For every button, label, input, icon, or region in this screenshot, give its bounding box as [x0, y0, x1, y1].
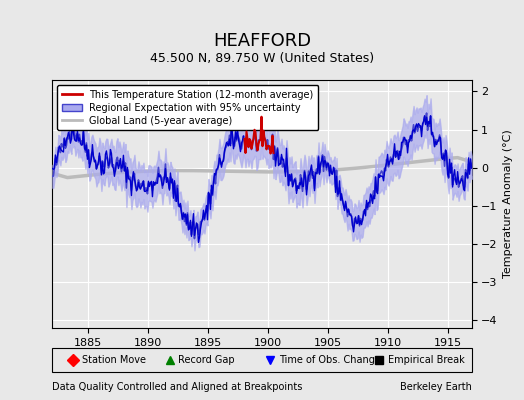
Text: Station Move: Station Move — [82, 355, 146, 365]
Text: Empirical Break: Empirical Break — [388, 355, 464, 365]
Text: HEAFFORD: HEAFFORD — [213, 32, 311, 50]
Text: 45.500 N, 89.750 W (United States): 45.500 N, 89.750 W (United States) — [150, 52, 374, 65]
Text: Data Quality Controlled and Aligned at Breakpoints: Data Quality Controlled and Aligned at B… — [52, 382, 303, 392]
Text: Time of Obs. Change: Time of Obs. Change — [279, 355, 380, 365]
Text: Berkeley Earth: Berkeley Earth — [400, 382, 472, 392]
Legend: This Temperature Station (12-month average), Regional Expectation with 95% uncer: This Temperature Station (12-month avera… — [57, 85, 319, 130]
Text: Record Gap: Record Gap — [178, 355, 235, 365]
Y-axis label: Temperature Anomaly (°C): Temperature Anomaly (°C) — [504, 130, 514, 278]
